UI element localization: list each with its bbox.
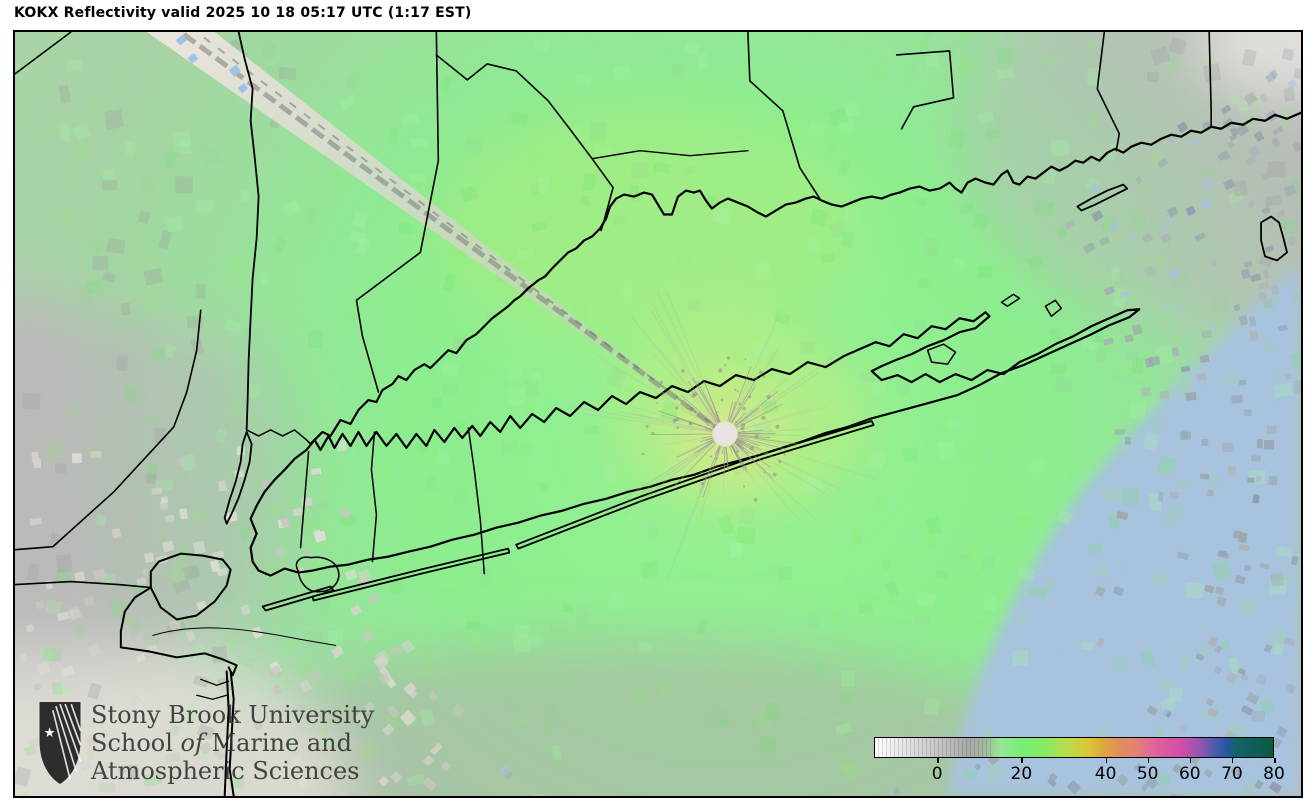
colorbar-gradient	[874, 737, 1274, 758]
sandy-hook	[223, 670, 235, 796]
radar-map: ★ Stony Brook University School of Marin…	[13, 30, 1303, 798]
ct-county-line-1	[435, 54, 614, 232]
colorbar-tick	[1021, 758, 1023, 763]
fishers-island	[1076, 183, 1129, 212]
radar-site-dot	[712, 421, 737, 446]
colorbar-tick	[937, 758, 939, 763]
colorbar-tick-label: 40	[1094, 764, 1117, 784]
sbu-logo-line3: Atmospheric Sciences	[91, 757, 360, 785]
ct-county-line-4	[895, 50, 955, 130]
colorbar-tick-label: 50	[1136, 764, 1159, 784]
colorbar-tick-label: 20	[1010, 764, 1033, 784]
manhattan-island	[223, 431, 253, 525]
jamaica-bay	[295, 556, 340, 593]
shipping-channel	[152, 627, 337, 646]
ny-ct-border	[355, 32, 440, 393]
ri-county-line	[1208, 32, 1212, 128]
beam-blockage-streak	[146, 32, 727, 436]
shelter-island	[926, 343, 957, 365]
sbu-shield-icon: ★	[39, 702, 82, 784]
nj-coastline	[119, 586, 238, 677]
ocean-area	[947, 262, 1301, 796]
echo-mottle-texture	[15, 32, 1301, 796]
nj-county-line-1	[15, 309, 202, 551]
colorbar-tick	[1189, 758, 1192, 763]
ct-county-line-2	[591, 149, 749, 160]
sbu-logo-line2: School of Marine and	[91, 729, 352, 757]
boundaries	[15, 32, 1301, 796]
ct-coastline	[309, 111, 1301, 446]
nj-county-line-2	[15, 580, 152, 589]
barrier-islands	[261, 420, 875, 612]
plum-island	[1000, 293, 1021, 308]
svg-text:★: ★	[44, 726, 56, 741]
sbu-logo-text: Stony Brook University School of Marine …	[91, 701, 374, 785]
colorbar-tick	[1231, 758, 1234, 763]
block-island	[1260, 215, 1288, 262]
ct-ri-border	[1096, 32, 1121, 152]
radar-clutter-spokes	[568, 290, 877, 584]
clutter-speckles	[18, 69, 1301, 796]
reflectivity-colorbar: 0 20 40 50 60 70 80	[874, 737, 1285, 789]
colorbar-tick	[1147, 758, 1150, 763]
colorbar-tick-label: 0	[931, 764, 943, 784]
bronx-shore	[245, 429, 312, 445]
colorbar-tick-label: 70	[1221, 764, 1243, 784]
navesink-rivers	[196, 678, 230, 700]
ny-nj-border	[15, 32, 72, 75]
colorbar-tick-label: 60	[1178, 764, 1201, 784]
colorbar-tick	[1274, 758, 1276, 763]
sbu-logo: ★ Stony Brook University School of Marin…	[37, 700, 374, 786]
ct-county-line-3	[747, 32, 821, 200]
radar-map-canvas	[15, 32, 1301, 796]
page-title: KOKX Reflectivity valid 2025 10 18 05:17…	[14, 5, 472, 21]
colorbar-tick	[1105, 758, 1108, 763]
gardiners-island	[1044, 299, 1063, 318]
li-county-lines	[299, 427, 486, 575]
hudson-river	[237, 32, 260, 431]
colorbar-grayscale-banding	[875, 738, 995, 757]
colorbar-tick-label: 80	[1263, 764, 1285, 784]
sbu-logo-line1: Stony Brook University	[91, 701, 375, 729]
